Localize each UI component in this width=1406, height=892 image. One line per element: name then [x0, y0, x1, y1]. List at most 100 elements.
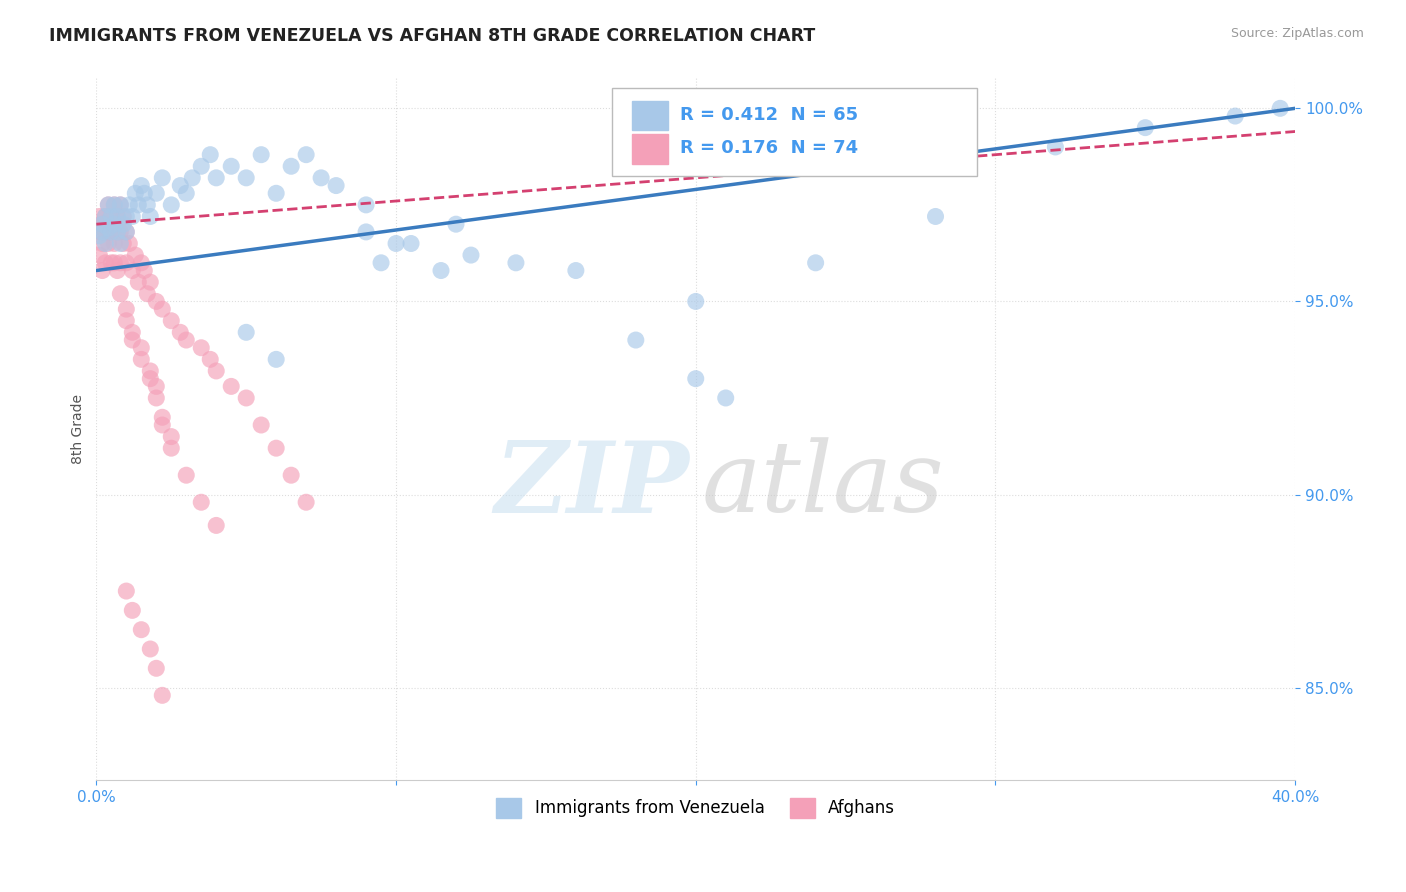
Point [103, 217, 125, 231]
Point [1045, 140, 1067, 154]
Point [370, 256, 392, 270]
Point [131, 352, 153, 367]
Point [139, 210, 162, 224]
Point [94, 256, 117, 270]
Point [150, 689, 173, 703]
Point [325, 178, 347, 193]
Point [134, 263, 156, 277]
Point [205, 518, 228, 533]
Point [169, 326, 191, 340]
Point [235, 326, 257, 340]
Point [295, 495, 318, 509]
Text: atlas: atlas [702, 437, 945, 533]
Point [100, 210, 122, 224]
Point [174, 333, 197, 347]
Point [139, 372, 162, 386]
Point [174, 468, 197, 483]
Point [714, 391, 737, 405]
Point [181, 170, 204, 185]
Point [115, 302, 138, 317]
Text: R = 0.176  N = 74: R = 0.176 N = 74 [681, 139, 858, 157]
Point [150, 302, 173, 317]
Point [264, 352, 287, 367]
Point [160, 441, 183, 455]
Point [103, 198, 125, 212]
Point [624, 333, 647, 347]
Point [219, 159, 242, 173]
Point [136, 286, 159, 301]
Text: R = 0.412  N = 65: R = 0.412 N = 65 [681, 105, 858, 124]
Point [139, 642, 162, 657]
Point [160, 198, 183, 212]
Point [91, 263, 114, 277]
Text: ZIP: ZIP [495, 437, 690, 533]
Point [924, 210, 946, 224]
Y-axis label: 8th Grade: 8th Grade [72, 394, 86, 464]
Point [97, 198, 120, 212]
Point [174, 186, 197, 201]
Point [160, 429, 183, 443]
Point [460, 248, 482, 262]
Point [190, 341, 212, 355]
Point [160, 314, 183, 328]
Point [309, 170, 332, 185]
Point [115, 584, 138, 599]
Point [105, 263, 128, 277]
Point [131, 623, 153, 637]
Point [127, 198, 149, 212]
Point [145, 661, 167, 675]
Point [127, 275, 149, 289]
FancyBboxPatch shape [612, 88, 977, 176]
Point [89, 248, 111, 262]
Point [145, 391, 167, 405]
Point [105, 225, 128, 239]
Point [112, 236, 135, 251]
Point [131, 178, 153, 193]
Point [1270, 101, 1292, 115]
Point [205, 364, 228, 378]
Point [121, 210, 143, 224]
Point [97, 221, 120, 235]
Point [145, 294, 167, 309]
Point [190, 159, 212, 173]
Point [235, 391, 257, 405]
Point [115, 210, 138, 224]
Point [136, 198, 159, 212]
Point [150, 170, 173, 185]
Point [295, 147, 318, 161]
Point [145, 379, 167, 393]
Point [100, 225, 122, 239]
Point [444, 217, 467, 231]
Point [385, 236, 408, 251]
Point [103, 198, 125, 212]
Point [150, 417, 173, 432]
Point [97, 198, 120, 212]
Point [94, 225, 117, 239]
Point [110, 236, 132, 251]
Point [139, 364, 162, 378]
Point [124, 248, 146, 262]
Point [219, 379, 242, 393]
Point [804, 256, 827, 270]
Point [115, 225, 138, 239]
Point [103, 236, 125, 251]
Point [190, 495, 212, 509]
Point [131, 256, 153, 270]
Point [200, 352, 222, 367]
Point [89, 225, 111, 239]
Point [115, 225, 138, 239]
Point [200, 147, 222, 161]
Point [169, 178, 191, 193]
Legend: Immigrants from Venezuela, Afghans: Immigrants from Venezuela, Afghans [489, 791, 901, 825]
Point [121, 263, 143, 277]
Point [89, 228, 111, 243]
Point [100, 210, 122, 224]
Point [280, 159, 302, 173]
Point [100, 225, 122, 239]
Point [94, 236, 117, 251]
Point [118, 236, 141, 251]
Point [250, 417, 273, 432]
Point [112, 217, 135, 231]
Bar [633, 135, 668, 164]
Point [399, 236, 422, 251]
